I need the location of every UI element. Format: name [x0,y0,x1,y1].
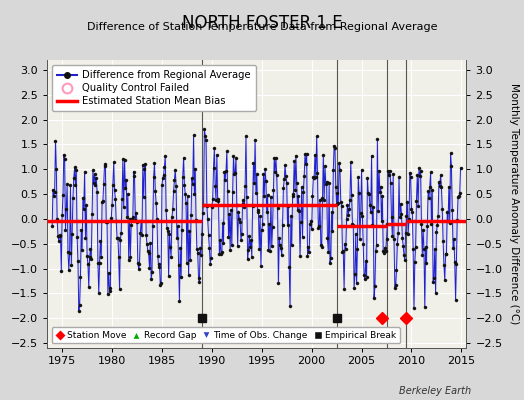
Text: Berkeley Earth: Berkeley Earth [399,386,472,396]
Text: Difference of Station Temperature Data from Regional Average: Difference of Station Temperature Data f… [87,22,437,32]
Text: NORTH FOSTER 1 E: NORTH FOSTER 1 E [182,14,342,32]
Legend: Station Move, Record Gap, Time of Obs. Change, Empirical Break: Station Move, Record Gap, Time of Obs. C… [52,327,400,344]
Y-axis label: Monthly Temperature Anomaly Difference (°C): Monthly Temperature Anomaly Difference (… [509,83,519,325]
